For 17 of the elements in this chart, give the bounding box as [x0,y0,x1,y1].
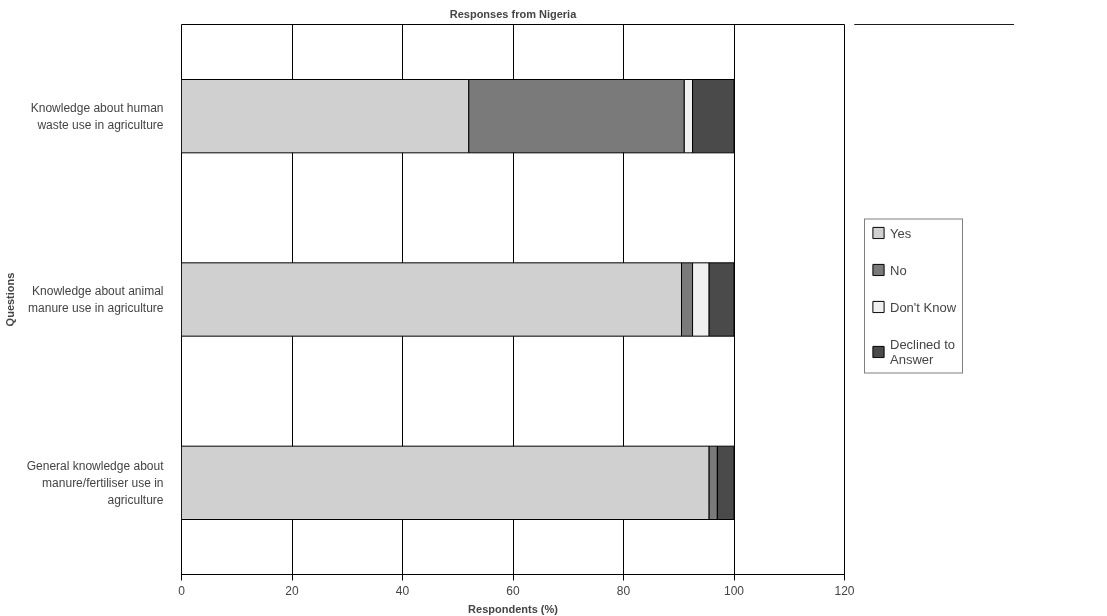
x-tick-label: 20 [285,583,299,598]
x-tick-label: 120 [834,583,855,598]
x-tick-label: 60 [506,583,520,598]
y-tick-label: Knowledge about human waste use in agriculture [30,100,164,132]
x-tick-label: 0 [178,583,186,598]
legend-label: Don't Know [890,299,957,314]
legend-label: Yes [890,225,912,240]
y-axis-title: Questions [3,272,16,327]
chart-title: Responses from Nigeria [449,7,578,20]
x-tick-label: 40 [395,583,410,598]
x-tick-label: 80 [616,583,631,598]
y-tick-label: Knowledge about animal manure use in agriculture [28,284,164,315]
x-tick-label: 100 [723,583,745,598]
y-tick-label: General knowledge about manure/fertiliser use in agriculture [26,459,165,507]
legend-label: Declined to Answer [890,336,956,366]
x-axis-title: Respondents (%) [468,602,559,615]
legend-label: No [890,262,908,277]
